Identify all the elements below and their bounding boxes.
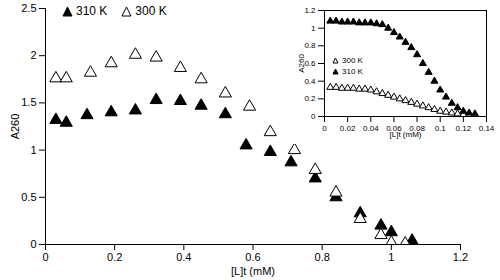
html-text:300 K: 300 K bbox=[135, 4, 167, 18]
svg-text:0.14: 0.14 bbox=[479, 124, 495, 133]
svg-text:0.2: 0.2 bbox=[107, 251, 122, 263]
svg-text:[L]t (mM): [L]t (mM) bbox=[231, 265, 275, 277]
svg-text:0.5: 0.5 bbox=[21, 191, 36, 203]
svg-text:0.8: 0.8 bbox=[315, 251, 330, 263]
svg-text:0.6: 0.6 bbox=[245, 251, 260, 263]
svg-text:1: 1 bbox=[388, 251, 394, 263]
svg-text:1.2: 1.2 bbox=[304, 6, 316, 15]
svg-text:0: 0 bbox=[30, 238, 36, 250]
svg-text:0.6: 0.6 bbox=[304, 59, 316, 69]
svg-text:A260: A260 bbox=[297, 54, 306, 73]
svg-text:0.04: 0.04 bbox=[363, 124, 379, 133]
svg-text:0.2: 0.2 bbox=[304, 94, 316, 103]
svg-text:0: 0 bbox=[311, 112, 316, 121]
html-text:300 K: 300 K bbox=[342, 56, 363, 65]
svg-text:2: 2 bbox=[30, 49, 36, 61]
svg-text:0.8: 0.8 bbox=[304, 41, 316, 50]
svg-text:0.4: 0.4 bbox=[176, 251, 191, 263]
svg-text:1: 1 bbox=[311, 24, 316, 33]
svg-text:[L]t (mM): [L]t (mM) bbox=[390, 130, 422, 139]
svg-text:0: 0 bbox=[42, 251, 48, 263]
svg-text:0.12: 0.12 bbox=[456, 124, 472, 133]
html-text:310 K: 310 K bbox=[342, 67, 363, 76]
svg-text:A260: A260 bbox=[9, 114, 21, 140]
svg-text:1: 1 bbox=[30, 144, 36, 156]
svg-text:1.5: 1.5 bbox=[21, 96, 36, 108]
svg-text:0.4: 0.4 bbox=[304, 77, 316, 86]
svg-text:1.2: 1.2 bbox=[453, 251, 468, 263]
svg-text:0: 0 bbox=[322, 124, 327, 133]
svg-text:2.5: 2.5 bbox=[21, 2, 36, 14]
svg-text:0.02: 0.02 bbox=[340, 124, 356, 133]
svg-text:0.1: 0.1 bbox=[435, 124, 447, 133]
html-text:310 K: 310 K bbox=[76, 4, 108, 18]
